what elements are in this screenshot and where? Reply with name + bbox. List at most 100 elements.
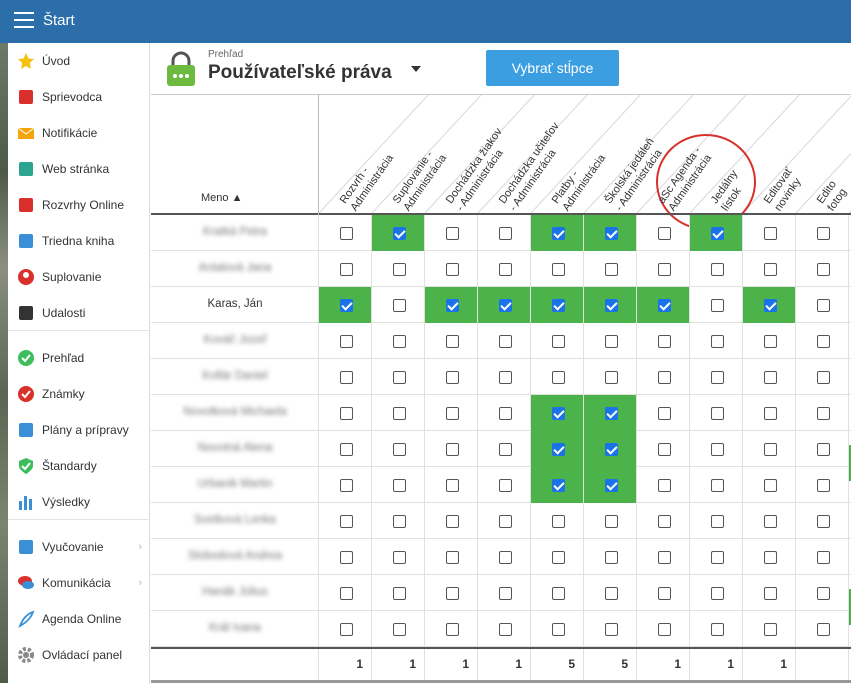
permission-checkbox[interactable] (446, 551, 459, 564)
sidebar-item-notifikácie[interactable]: Notifikácie (8, 115, 150, 151)
permission-checkbox[interactable] (552, 551, 565, 564)
permission-checkbox[interactable] (499, 371, 512, 384)
permission-checkbox[interactable] (446, 515, 459, 528)
permission-checkbox[interactable] (552, 371, 565, 384)
permission-checkbox[interactable] (499, 515, 512, 528)
sidebar-item-prehľad[interactable]: Prehľad (8, 340, 150, 376)
permission-checkbox[interactable] (446, 407, 459, 420)
permission-checkbox[interactable] (817, 227, 830, 240)
permission-checkbox[interactable] (764, 623, 777, 636)
permission-checkbox[interactable] (764, 227, 777, 240)
permission-checkbox[interactable] (817, 479, 830, 492)
permission-checkbox[interactable] (605, 227, 618, 240)
permission-checkbox[interactable] (658, 227, 671, 240)
permission-checkbox[interactable] (393, 479, 406, 492)
permission-checkbox[interactable] (764, 443, 777, 456)
permission-checkbox[interactable] (499, 587, 512, 600)
permission-checkbox[interactable] (552, 299, 565, 312)
sidebar-item-suplovanie[interactable]: Suplovanie (8, 259, 150, 295)
permission-checkbox[interactable] (499, 479, 512, 492)
permission-checkbox[interactable] (393, 623, 406, 636)
permission-checkbox[interactable] (499, 299, 512, 312)
permission-checkbox[interactable] (658, 299, 671, 312)
permission-checkbox[interactable] (499, 227, 512, 240)
app-title[interactable]: Štart (43, 12, 75, 29)
permission-checkbox[interactable] (552, 407, 565, 420)
sidebar-item-ovládací-panel[interactable]: Ovládací panel (8, 637, 150, 673)
permission-checkbox[interactable] (446, 371, 459, 384)
permission-checkbox[interactable] (711, 551, 724, 564)
sidebar-item-úvod[interactable]: Úvod (8, 43, 150, 79)
permission-checkbox[interactable] (605, 479, 618, 492)
permission-checkbox[interactable] (446, 263, 459, 276)
permission-checkbox[interactable] (605, 551, 618, 564)
permission-checkbox[interactable] (552, 479, 565, 492)
permission-checkbox[interactable] (764, 263, 777, 276)
permission-checkbox[interactable] (340, 479, 353, 492)
permission-checkbox[interactable] (817, 299, 830, 312)
permission-checkbox[interactable] (711, 407, 724, 420)
permission-checkbox[interactable] (340, 551, 353, 564)
permission-checkbox[interactable] (711, 299, 724, 312)
permission-checkbox[interactable] (711, 587, 724, 600)
permission-checkbox[interactable] (658, 587, 671, 600)
permission-checkbox[interactable] (552, 587, 565, 600)
permission-checkbox[interactable] (658, 515, 671, 528)
permission-checkbox[interactable] (817, 623, 830, 636)
permission-checkbox[interactable] (393, 299, 406, 312)
permission-checkbox[interactable] (393, 371, 406, 384)
permission-checkbox[interactable] (764, 407, 777, 420)
permission-checkbox[interactable] (605, 407, 618, 420)
permission-checkbox[interactable] (764, 515, 777, 528)
permission-checkbox[interactable] (711, 335, 724, 348)
name-column-header[interactable]: Meno ▲ (201, 192, 243, 204)
permission-checkbox[interactable] (499, 551, 512, 564)
sidebar-item-výsledky[interactable]: Výsledky (8, 484, 150, 520)
permission-checkbox[interactable] (764, 335, 777, 348)
permission-checkbox[interactable] (658, 335, 671, 348)
sidebar-item-sprievodca[interactable]: Sprievodca (8, 79, 150, 115)
title-dropdown-icon[interactable] (411, 66, 421, 72)
permission-checkbox[interactable] (605, 623, 618, 636)
permission-checkbox[interactable] (711, 479, 724, 492)
permission-checkbox[interactable] (552, 515, 565, 528)
permission-checkbox[interactable] (340, 371, 353, 384)
permission-checkbox[interactable] (605, 587, 618, 600)
permission-checkbox[interactable] (340, 587, 353, 600)
permission-checkbox[interactable] (605, 335, 618, 348)
permission-checkbox[interactable] (393, 227, 406, 240)
permission-checkbox[interactable] (499, 623, 512, 636)
permission-checkbox[interactable] (817, 263, 830, 276)
permission-checkbox[interactable] (499, 407, 512, 420)
permission-checkbox[interactable] (393, 515, 406, 528)
permission-checkbox[interactable] (605, 263, 618, 276)
select-columns-button[interactable]: Vybrať stĺpce (486, 50, 619, 86)
permission-checkbox[interactable] (817, 443, 830, 456)
permission-checkbox[interactable] (340, 335, 353, 348)
sidebar-item-rozvrhy-online[interactable]: Rozvrhy Online (8, 187, 150, 223)
permission-checkbox[interactable] (552, 263, 565, 276)
permission-checkbox[interactable] (446, 227, 459, 240)
permission-checkbox[interactable] (817, 587, 830, 600)
permission-checkbox[interactable] (711, 515, 724, 528)
permission-checkbox[interactable] (340, 443, 353, 456)
permission-checkbox[interactable] (393, 263, 406, 276)
sidebar-item-komunikácia[interactable]: Komunikácia › (8, 565, 150, 601)
permission-checkbox[interactable] (393, 407, 406, 420)
permission-checkbox[interactable] (552, 335, 565, 348)
permission-checkbox[interactable] (658, 263, 671, 276)
permission-checkbox[interactable] (817, 551, 830, 564)
permission-checkbox[interactable] (605, 515, 618, 528)
permission-checkbox[interactable] (446, 443, 459, 456)
permission-checkbox[interactable] (764, 479, 777, 492)
permission-checkbox[interactable] (658, 407, 671, 420)
permission-checkbox[interactable] (764, 371, 777, 384)
permission-checkbox[interactable] (658, 551, 671, 564)
permission-checkbox[interactable] (711, 443, 724, 456)
sidebar-item-agenda-online[interactable]: Agenda Online (8, 601, 150, 637)
permission-checkbox[interactable] (605, 299, 618, 312)
permission-checkbox[interactable] (446, 335, 459, 348)
permission-checkbox[interactable] (764, 587, 777, 600)
permission-checkbox[interactable] (340, 299, 353, 312)
permission-checkbox[interactable] (552, 623, 565, 636)
